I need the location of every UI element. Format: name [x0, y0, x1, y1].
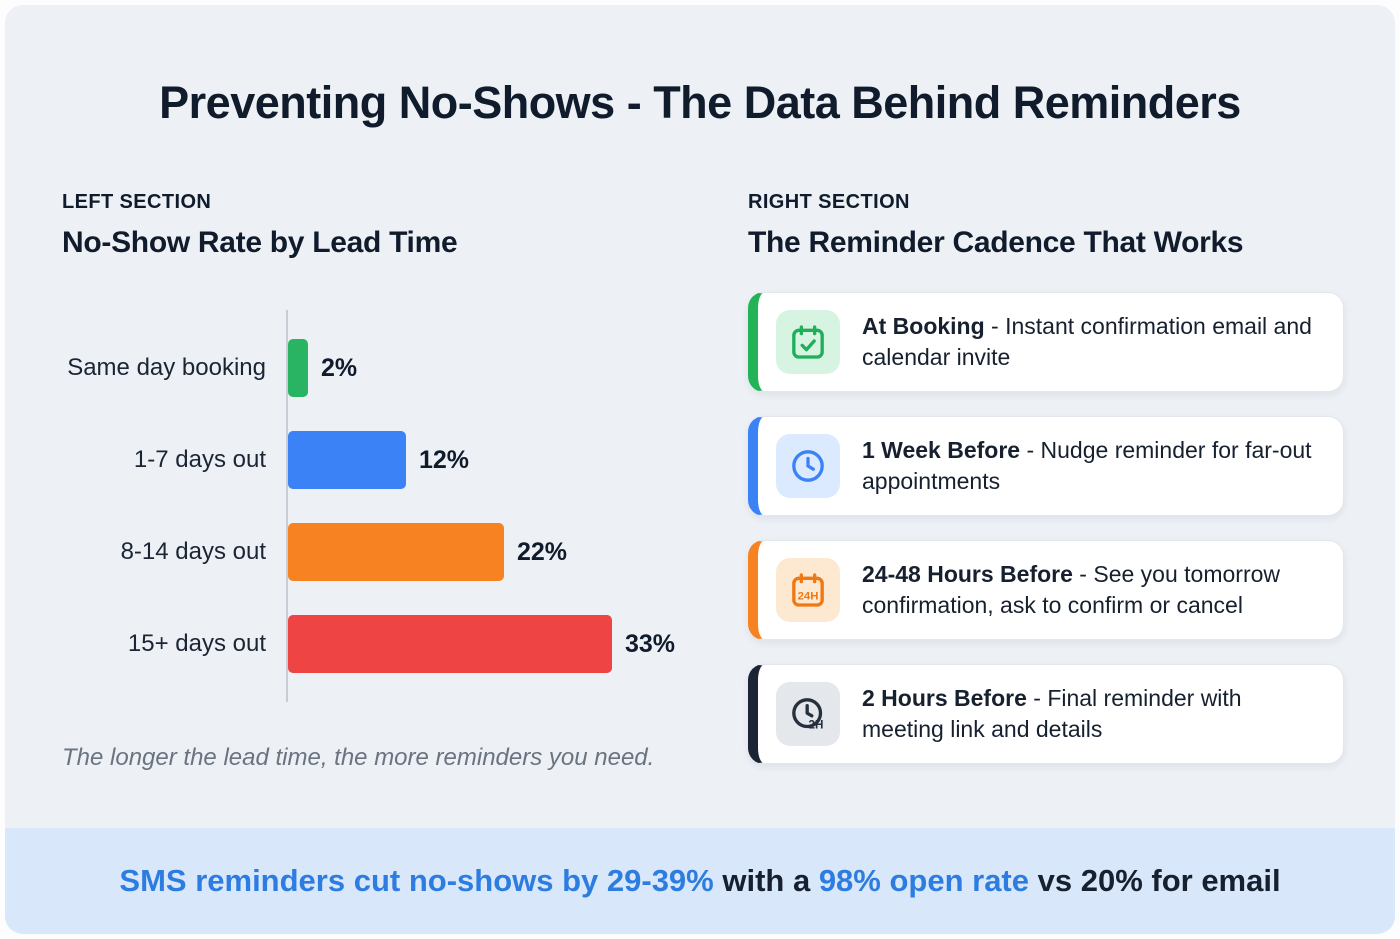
stats-banner: SMS reminders cut no-shows by 29-39% wit… [5, 828, 1395, 934]
bar-row: 1-7 days out 12% [62, 414, 712, 506]
banner-text: SMS reminders cut no-shows by 29-39% wit… [119, 863, 1280, 899]
clock-2h-icon: 2H [776, 682, 840, 746]
banner-plain-text: vs 20% for email [1029, 863, 1281, 898]
card-description: - Instant confirmation email and calenda… [862, 312, 1312, 370]
bar-category-label: Same day booking [67, 354, 266, 381]
bar-category-label: 1-7 days out [133, 446, 266, 473]
bar-row: Same day booking 2% [62, 322, 712, 414]
bar-category-label: 15+ days out [127, 630, 266, 657]
banner-plain-text: with a [713, 863, 819, 898]
bar-value-label: 33% [625, 629, 676, 658]
svg-text:2H: 2H [809, 719, 824, 732]
card-description: - Nudge reminder for far-out appointment… [862, 436, 1312, 494]
card-description: - Final reminder with meeting link and d… [862, 684, 1242, 742]
bar-value-label: 22% [517, 537, 568, 566]
bar [288, 615, 612, 673]
right-section: RIGHT SECTION The Reminder Cadence That … [748, 191, 1344, 764]
clock-icon [776, 434, 840, 498]
infographic-board: Preventing No-Shows - The Data Behind Re… [5, 5, 1395, 934]
card-title: 1 Week Before [862, 436, 1021, 463]
bar [288, 523, 504, 581]
bar-row: 8-14 days out 22% [62, 506, 712, 598]
bar [288, 339, 308, 397]
cadence-card: At Booking - Instant confirmation email … [748, 292, 1344, 392]
chart-axis-line [286, 310, 288, 702]
cadence-card: 24H 24-48 Hours Before - See you tomorro… [748, 540, 1344, 640]
left-section-kicker: LEFT SECTION [62, 191, 212, 213]
right-section-kicker: RIGHT SECTION [748, 191, 910, 213]
bar-value-label: 2% [321, 353, 358, 382]
card-text: 24-48 Hours Before - See you tomorrow co… [862, 559, 1323, 622]
calendar-24h-icon: 24H [776, 558, 840, 622]
svg-text:24H: 24H [798, 591, 819, 603]
chart-rows: Same day booking 2% 1-7 days out 12% 8-14 da… [62, 322, 712, 690]
card-title: 24-48 Hours Before [862, 560, 1073, 587]
cadence-card: 2H 2 Hours Before - Final reminder with … [748, 664, 1344, 764]
bar-category-label: 8-14 days out [120, 538, 266, 565]
bar-row: 15+ days out 33% [62, 598, 712, 690]
left-section: LEFT SECTION No-Show Rate by Lead Time S… [62, 191, 712, 772]
banner-highlight-text: 98% open rate [818, 863, 1030, 898]
card-text: At Booking - Instant confirmation email … [862, 311, 1323, 374]
no-show-bar-chart: Same day booking 2% 1-7 days out 12% 8-14 da… [62, 310, 712, 702]
card-text: 2 Hours Before - Final reminder with mee… [862, 683, 1323, 746]
bar [288, 431, 406, 489]
card-text: 1 Week Before - Nudge reminder for far-o… [862, 435, 1323, 498]
bar-value-label: 12% [419, 445, 470, 474]
chart-heading: No-Show Rate by Lead Time [62, 226, 458, 259]
calendar-check-icon [776, 310, 840, 374]
cadence-heading: The Reminder Cadence That Works [748, 226, 1244, 259]
card-title: 2 Hours Before [862, 684, 1027, 711]
card-description: - See you tomorrow confirmation, ask to … [862, 560, 1281, 618]
page-title: Preventing No-Shows - The Data Behind Re… [159, 77, 1241, 128]
banner-highlight-text: SMS reminders cut no-shows by 29-39% [119, 863, 714, 898]
card-title: At Booking [862, 312, 985, 339]
cadence-card-list: At Booking - Instant confirmation email … [748, 292, 1344, 764]
chart-caption: The longer the lead time, the more remin… [62, 744, 655, 771]
cadence-card: 1 Week Before - Nudge reminder for far-o… [748, 416, 1344, 516]
